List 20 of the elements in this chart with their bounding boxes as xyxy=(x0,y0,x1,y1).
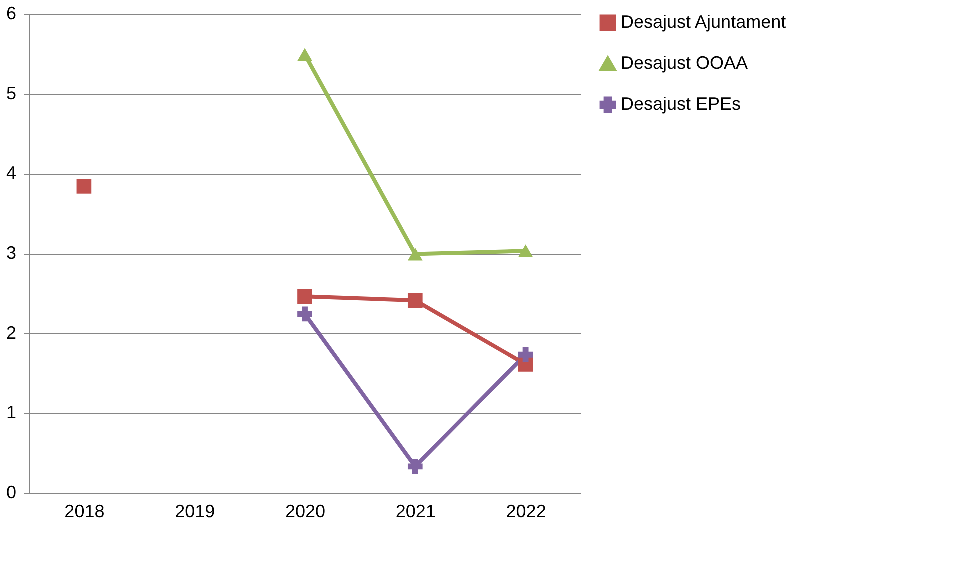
y-tick-label: 4 xyxy=(6,163,16,184)
y-tick-label: 1 xyxy=(6,402,16,423)
legend-label: Desajust Ajuntament xyxy=(621,12,786,32)
y-tick-label: 5 xyxy=(6,83,16,104)
y-tick-label: 0 xyxy=(6,482,16,502)
x-tick-label: 2020 xyxy=(285,502,326,522)
point xyxy=(408,459,423,474)
point xyxy=(518,244,534,258)
x-tick-label: 2019 xyxy=(175,502,216,522)
x-tick-label: 2022 xyxy=(506,502,546,522)
y-tick-label: 6 xyxy=(6,4,16,24)
point xyxy=(298,48,312,62)
x-tick-label: 2018 xyxy=(64,502,105,522)
x-tick-label: 2021 xyxy=(396,502,436,522)
point xyxy=(76,179,92,194)
y-tick-label: 3 xyxy=(6,243,16,263)
legend-label: Desajust EPEs xyxy=(621,94,742,114)
legend-label: Desajust OOAA xyxy=(621,53,748,73)
point xyxy=(408,248,423,261)
y-tick-label: 2 xyxy=(6,322,16,343)
